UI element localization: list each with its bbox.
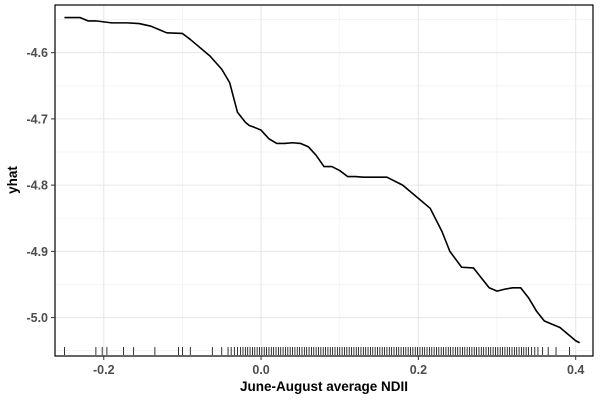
x-tick-label: 0.4 xyxy=(567,363,584,377)
y-tick-label: -4.6 xyxy=(26,46,48,60)
x-axis-title: June-August average NDII xyxy=(240,379,408,394)
series-line xyxy=(64,16,580,344)
y-tick-label: -4.8 xyxy=(26,179,48,193)
y-tick-label: -4.9 xyxy=(26,245,48,259)
y-axis-ticks: -4.6 -4.7 -4.8 -4.9 -5.0 xyxy=(26,46,55,325)
grid-major xyxy=(55,5,593,356)
y-tick-label: -5.0 xyxy=(26,311,48,325)
x-tick-label: 0.0 xyxy=(252,363,269,377)
plot-panel xyxy=(55,5,593,356)
rug-marks xyxy=(64,347,570,355)
y-tick-label: -4.7 xyxy=(26,112,48,126)
plot-border xyxy=(54,4,594,357)
grid-minor xyxy=(55,5,593,356)
x-tick-label: -0.2 xyxy=(93,363,115,377)
y-axis-title: yhat xyxy=(5,166,20,194)
x-axis-ticks: -0.2 0.0 0.2 0.4 xyxy=(93,356,584,377)
x-tick-label: 0.2 xyxy=(410,363,427,377)
